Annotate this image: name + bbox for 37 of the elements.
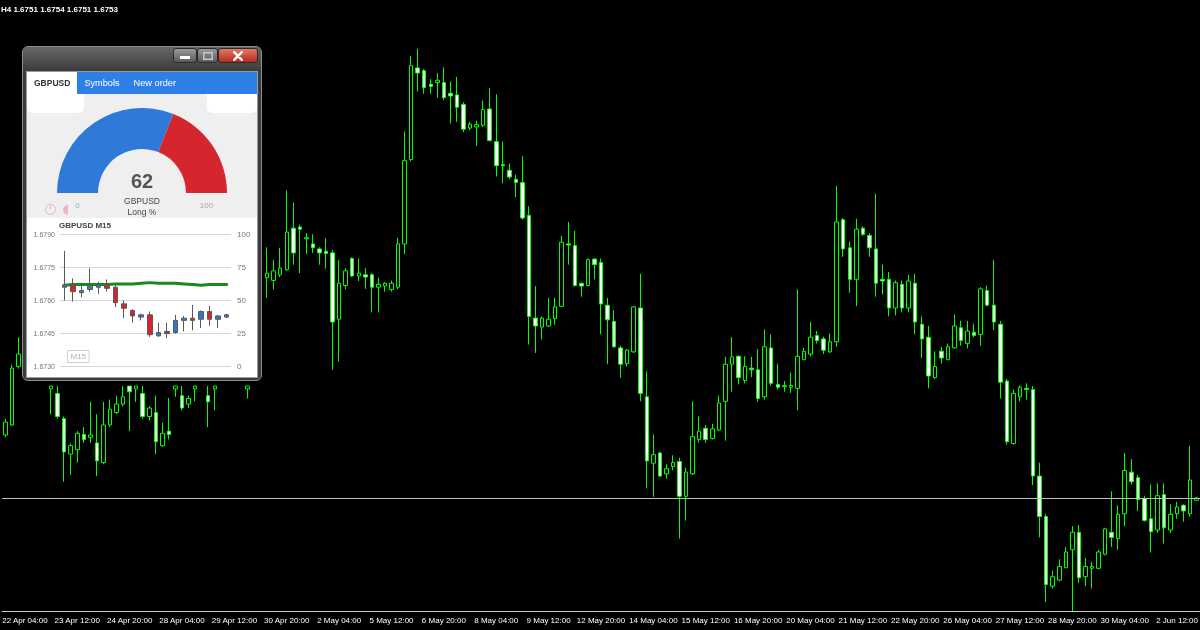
text: GBPUSD — [124, 195, 160, 206]
x-tick-label: 22 Apr 04:00 — [2, 615, 49, 625]
data-label: 62 — [130, 170, 154, 192]
x-tick-label: 8 May 04:00 — [474, 615, 519, 625]
chart-title: H4 1.6751 1.6754 1.6751 1.6753 — [1, 4, 119, 14]
x-tick-label: 24 Apr 20:00 — [106, 615, 153, 625]
x-tick-label: 5 May 12:00 — [369, 615, 415, 625]
x-tick-label: 26 May 04:00 — [943, 615, 993, 625]
annotation: New order — [132, 77, 177, 90]
y2-tick-label: 100 — [237, 229, 251, 239]
y2-tick-label: 0 — [237, 362, 242, 372]
x-tick-label: 21 May 12:00 — [838, 615, 888, 625]
x-tick-label: 29 Apr 12:00 — [211, 615, 258, 625]
x-tick-label: 22 May 20:00 — [890, 615, 941, 625]
x-tick-label: 30 May 04:00 — [1100, 615, 1150, 625]
x-tick-label: 28 May 20:00 — [1048, 615, 1098, 625]
x-tick-label: 2 Jun 12:00 — [1156, 615, 1199, 625]
y2-tick-label: 50 — [237, 296, 247, 305]
annotation: Symbols — [83, 77, 121, 90]
x-tick-label: 6 May 20:00 — [421, 615, 467, 625]
x-tick-label: 16 May 20:00 — [733, 615, 783, 625]
x-tick-label: 9 May 12:00 — [526, 615, 572, 625]
x-tick-label: 28 Apr 04:00 — [159, 615, 206, 625]
x-tick-label: 12 May 20:00 — [576, 615, 626, 625]
chart-title: GBPUSD M15 — [59, 220, 112, 230]
x-tick-label: 20 May 04:00 — [786, 615, 836, 625]
x-tick-label: 23 Apr 12:00 — [54, 615, 101, 625]
x-tick-label: 2 May 04:00 — [317, 615, 362, 625]
x-tick-label: 14 May 04:00 — [629, 615, 679, 625]
y2-tick-label: 75 — [237, 262, 247, 272]
annotation: M15 — [70, 352, 87, 361]
text: Long % — [127, 206, 157, 217]
annotation: GBPUSD — [27, 72, 78, 94]
x-tick-label: 27 May 12:00 — [995, 615, 1045, 625]
x-tick-label: 15 May 12:00 — [681, 615, 731, 625]
x-tick-label: 30 Apr 20:00 — [264, 615, 310, 625]
y2-tick-label: 25 — [237, 329, 247, 339]
